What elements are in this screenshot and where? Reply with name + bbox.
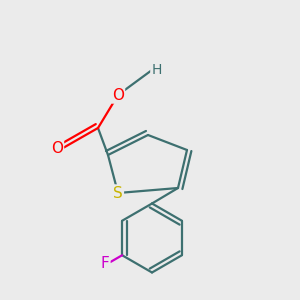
Text: O: O bbox=[51, 140, 63, 155]
Text: F: F bbox=[101, 256, 110, 271]
Text: O: O bbox=[112, 88, 124, 103]
Text: H: H bbox=[151, 63, 162, 77]
Text: S: S bbox=[113, 185, 123, 200]
